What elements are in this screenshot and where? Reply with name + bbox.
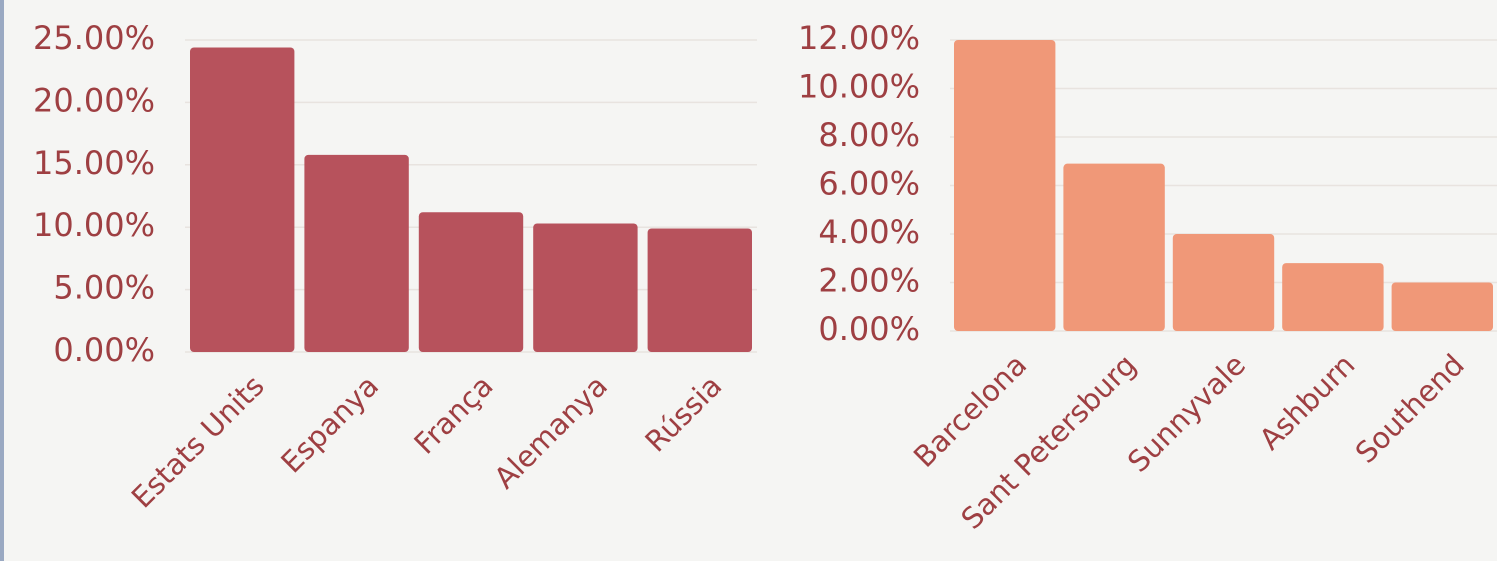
- y-tick-label: 4.00%: [818, 213, 920, 251]
- y-tick-label: 20.00%: [33, 81, 155, 119]
- y-tick-label: 25.00%: [33, 19, 155, 57]
- bar: [1391, 282, 1493, 331]
- y-tick-label: 0.00%: [818, 310, 920, 348]
- bar: [418, 212, 524, 352]
- bar: [954, 40, 1056, 331]
- bar: [1063, 163, 1165, 331]
- bar: [190, 47, 295, 352]
- y-tick-label: 12.00%: [798, 19, 920, 57]
- bar: [1172, 234, 1275, 331]
- bar: [533, 223, 638, 352]
- y-tick-label: 8.00%: [818, 116, 920, 154]
- y-tick-label: 2.00%: [818, 262, 920, 300]
- y-tick-label: 5.00%: [53, 269, 155, 307]
- bar: [1282, 263, 1384, 331]
- y-tick-label: 0.00%: [53, 331, 155, 369]
- y-tick-label: 15.00%: [33, 144, 155, 182]
- y-tick-label: 10.00%: [33, 206, 155, 244]
- bar: [304, 154, 409, 352]
- y-tick-label: 10.00%: [798, 68, 920, 106]
- y-tick-label: 6.00%: [818, 165, 920, 203]
- bar: [647, 228, 752, 352]
- left-edge: [0, 0, 4, 561]
